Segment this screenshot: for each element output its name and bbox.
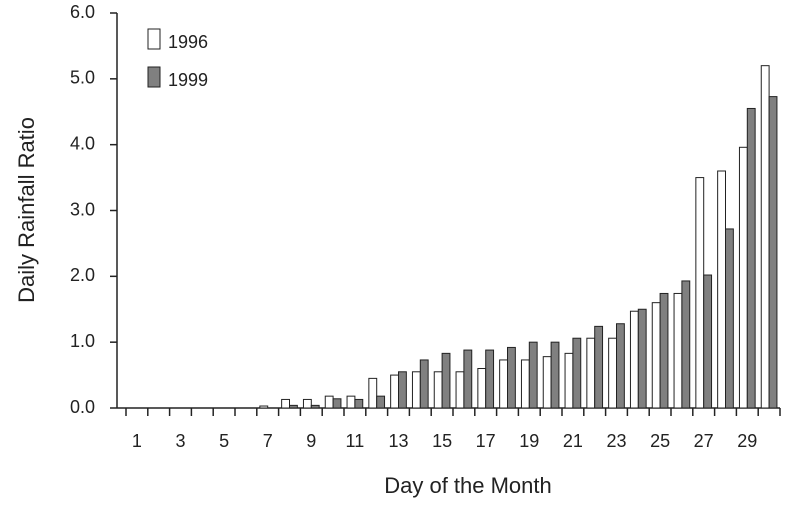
x-tick-label: 11 xyxy=(346,431,365,451)
bar xyxy=(760,65,770,409)
bar xyxy=(608,337,617,409)
y-tick-label: 6.0 xyxy=(70,2,95,22)
bar xyxy=(572,337,582,409)
bar xyxy=(681,280,691,409)
bar xyxy=(738,146,748,409)
y-axis-title: Daily Rainfall Ratio xyxy=(14,117,39,303)
bar xyxy=(542,356,552,409)
bar xyxy=(455,371,465,409)
legend-label: 1996 xyxy=(168,32,208,52)
bar xyxy=(703,274,713,409)
bar xyxy=(411,371,421,409)
x-tick-label: 13 xyxy=(388,431,408,451)
bar xyxy=(477,368,487,409)
bar xyxy=(354,398,364,409)
x-axis-title: Day of the Month xyxy=(384,473,552,498)
bar xyxy=(390,374,400,409)
bar xyxy=(637,308,647,409)
bar xyxy=(586,337,596,409)
bar xyxy=(289,404,298,409)
bar xyxy=(528,341,538,409)
bar xyxy=(302,398,312,409)
x-tick-label: 7 xyxy=(263,431,273,451)
bar xyxy=(332,398,342,409)
x-tick-label: 19 xyxy=(519,431,539,451)
bar xyxy=(441,352,451,409)
x-tick-label: 29 xyxy=(737,431,757,451)
bar xyxy=(346,395,356,409)
bar xyxy=(368,377,378,409)
legend-swatch xyxy=(147,28,161,50)
bar xyxy=(616,323,625,409)
bar xyxy=(499,359,509,409)
y-tick-label: 2.0 xyxy=(70,265,95,285)
bar xyxy=(463,349,473,409)
bar xyxy=(376,395,386,409)
bar xyxy=(564,352,574,409)
bar xyxy=(768,96,778,409)
bar xyxy=(594,325,604,409)
bar xyxy=(419,359,429,409)
x-tick-label: 21 xyxy=(563,431,583,451)
bar xyxy=(651,302,661,409)
bar xyxy=(695,177,705,409)
x-tick-label: 25 xyxy=(650,431,670,451)
bar xyxy=(725,228,734,409)
x-tick-label: 15 xyxy=(432,431,452,451)
bar xyxy=(281,398,291,409)
x-tick-label: 17 xyxy=(476,431,496,451)
legend-swatch xyxy=(147,66,161,88)
y-tick-label: 1.0 xyxy=(70,331,95,351)
bar xyxy=(629,310,639,409)
bar xyxy=(310,404,320,409)
bar xyxy=(324,395,334,409)
bar xyxy=(433,371,443,409)
bar xyxy=(659,292,669,409)
bar xyxy=(485,349,495,409)
bar xyxy=(673,292,683,409)
x-tick-label: 9 xyxy=(306,431,316,451)
bar xyxy=(717,170,726,409)
legend-label: 1999 xyxy=(168,70,208,90)
bar xyxy=(520,359,530,409)
x-tick-label: 5 xyxy=(219,431,229,451)
x-tick-label: 27 xyxy=(694,431,714,451)
bar xyxy=(507,346,516,409)
y-tick-label: 5.0 xyxy=(70,68,95,88)
bar xyxy=(746,107,756,409)
x-tick-label: 1 xyxy=(132,431,142,451)
bar xyxy=(259,405,269,409)
bar xyxy=(550,341,560,409)
y-tick-label: 3.0 xyxy=(70,199,95,219)
x-tick-label: 23 xyxy=(606,431,626,451)
y-tick-label: 0.0 xyxy=(70,397,95,417)
x-tick-label: 3 xyxy=(175,431,185,451)
y-tick-label: 4.0 xyxy=(70,133,95,153)
bar xyxy=(398,371,407,409)
